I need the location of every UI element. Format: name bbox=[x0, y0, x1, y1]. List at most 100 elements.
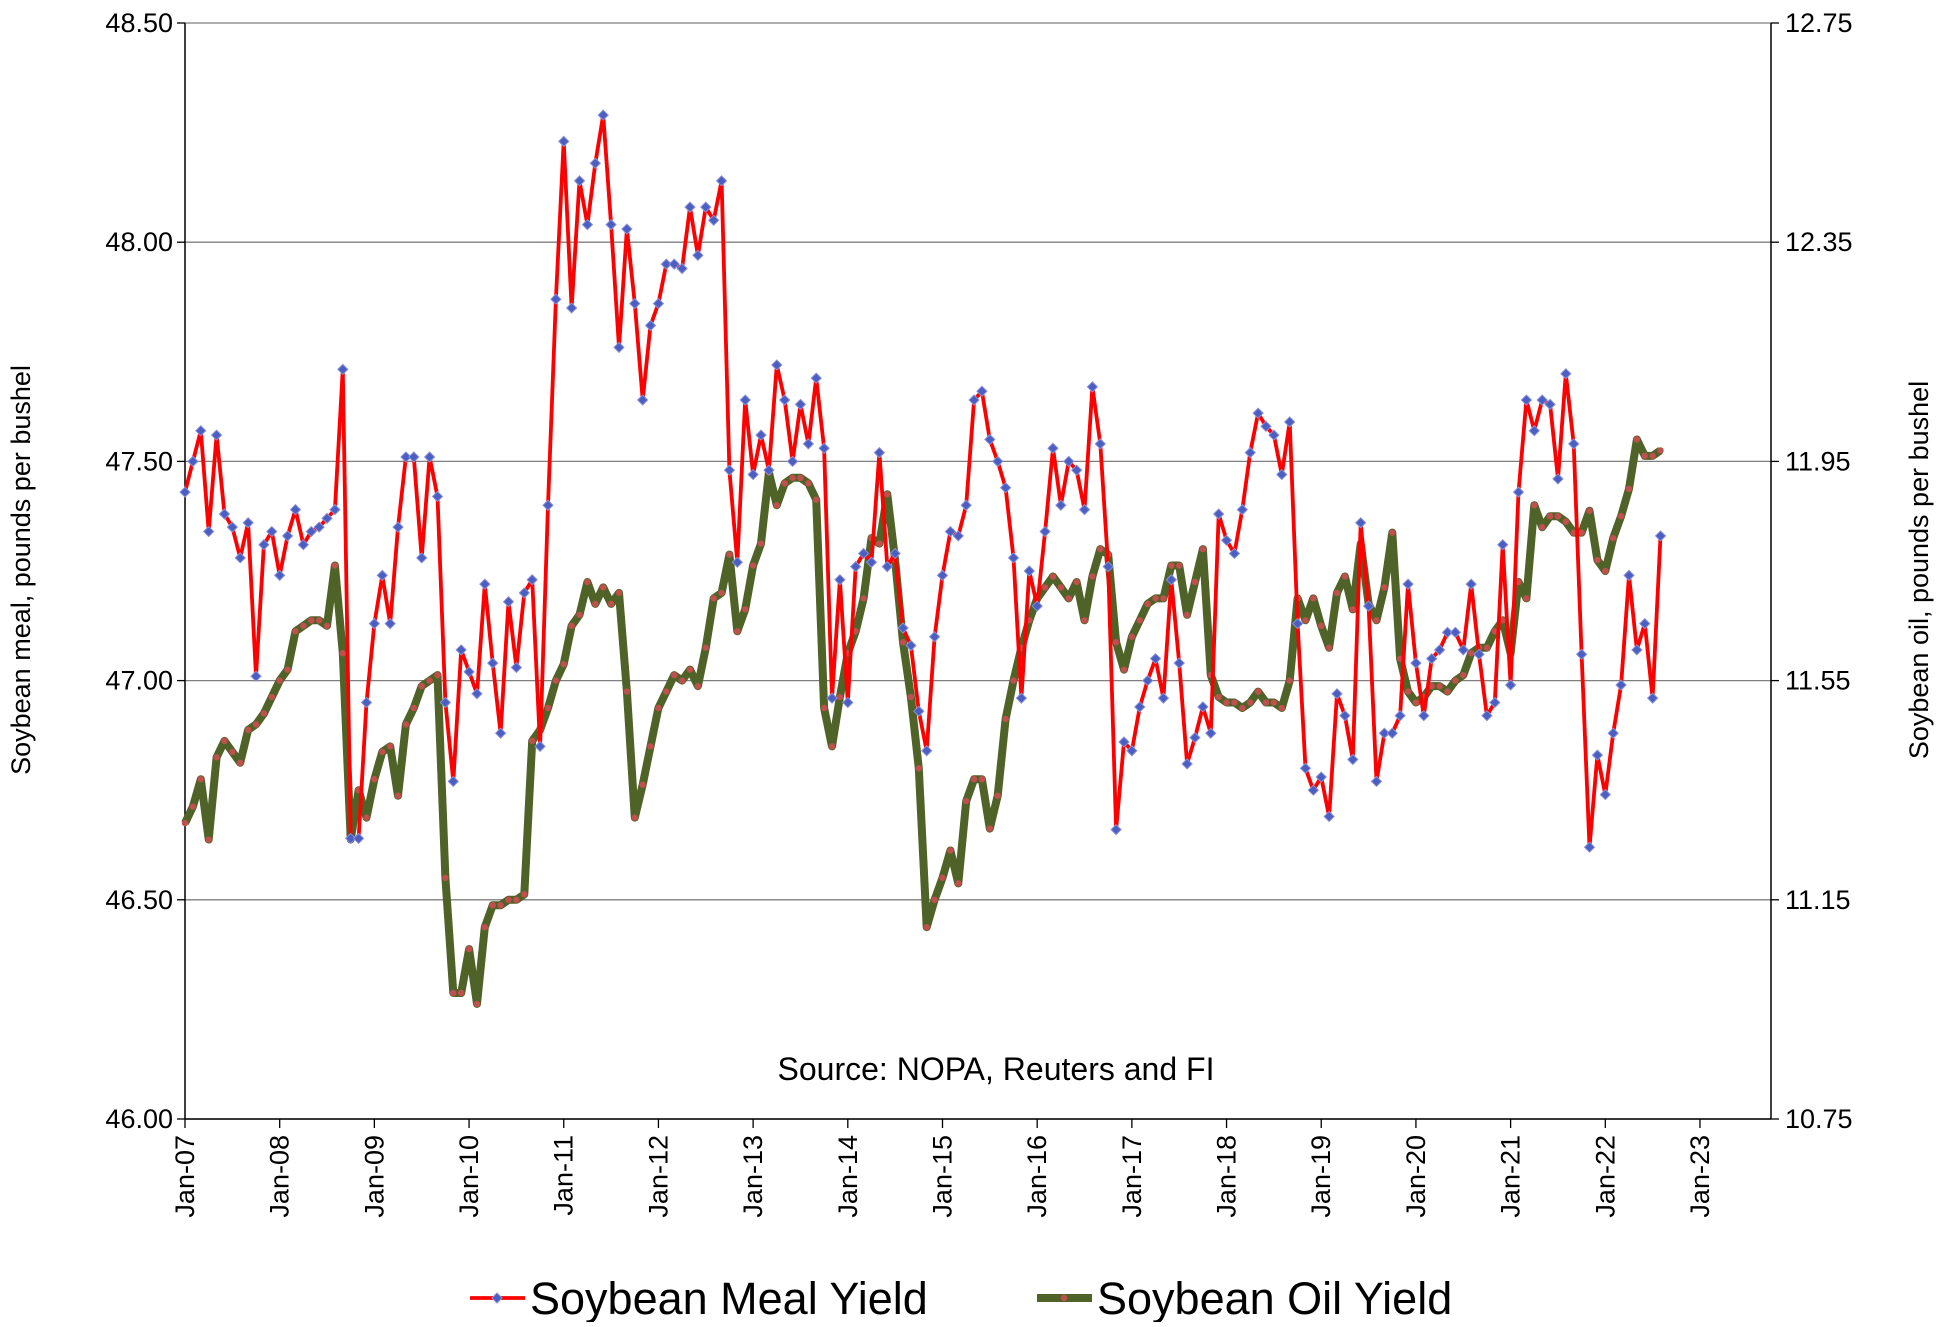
point bbox=[968, 394, 980, 406]
point bbox=[1302, 617, 1309, 624]
point bbox=[936, 569, 949, 582]
x-tick-label: Jan-09 bbox=[359, 1135, 389, 1218]
point bbox=[1373, 617, 1380, 624]
point bbox=[1078, 503, 1091, 516]
point bbox=[187, 455, 199, 468]
point bbox=[1381, 584, 1388, 591]
point bbox=[1176, 562, 1183, 569]
point bbox=[1339, 709, 1351, 722]
point bbox=[1152, 595, 1159, 602]
point bbox=[1378, 727, 1391, 739]
point bbox=[947, 847, 954, 854]
point bbox=[308, 617, 315, 624]
point bbox=[473, 1000, 481, 1008]
point bbox=[1128, 633, 1136, 640]
point bbox=[710, 595, 717, 602]
point bbox=[189, 803, 197, 810]
point bbox=[1189, 731, 1201, 744]
point bbox=[181, 819, 189, 827]
point bbox=[1323, 810, 1335, 823]
point bbox=[1270, 699, 1278, 706]
point bbox=[1473, 648, 1485, 661]
point bbox=[1070, 464, 1083, 476]
point bbox=[797, 474, 804, 482]
point bbox=[1341, 573, 1349, 580]
point bbox=[1049, 573, 1057, 580]
point bbox=[899, 639, 907, 646]
point bbox=[671, 671, 678, 679]
point bbox=[715, 175, 728, 187]
point bbox=[663, 688, 670, 695]
point bbox=[218, 508, 231, 520]
point bbox=[450, 989, 457, 997]
point bbox=[1157, 692, 1170, 704]
point bbox=[668, 258, 680, 270]
point bbox=[1141, 674, 1154, 687]
point bbox=[1646, 692, 1659, 704]
point bbox=[1607, 727, 1619, 739]
point bbox=[1168, 562, 1175, 569]
point bbox=[726, 551, 733, 558]
point bbox=[1568, 438, 1580, 450]
point bbox=[565, 302, 578, 314]
point bbox=[921, 745, 933, 757]
y2-tick-label: 11.95 bbox=[1785, 446, 1851, 476]
point bbox=[647, 743, 654, 750]
point bbox=[542, 499, 554, 511]
point bbox=[558, 135, 570, 148]
point bbox=[1231, 699, 1238, 706]
point bbox=[1412, 699, 1420, 706]
point bbox=[1120, 666, 1128, 673]
point bbox=[1444, 688, 1451, 695]
point bbox=[1262, 699, 1270, 706]
point bbox=[1641, 452, 1648, 460]
point bbox=[605, 218, 617, 231]
point bbox=[1236, 503, 1249, 516]
point bbox=[1031, 600, 1043, 612]
point bbox=[1057, 584, 1065, 591]
point bbox=[423, 451, 436, 463]
point bbox=[828, 743, 836, 750]
point bbox=[521, 891, 528, 898]
point bbox=[1165, 574, 1178, 586]
point bbox=[1212, 508, 1225, 520]
point bbox=[447, 775, 459, 788]
point bbox=[371, 776, 378, 783]
point bbox=[237, 759, 244, 766]
point bbox=[550, 293, 562, 305]
point bbox=[1594, 556, 1601, 564]
point bbox=[455, 644, 467, 656]
point bbox=[749, 562, 757, 569]
x-tick-label: Jan-20 bbox=[1401, 1135, 1431, 1218]
point bbox=[907, 693, 915, 701]
point bbox=[686, 666, 694, 673]
point bbox=[518, 587, 531, 599]
point bbox=[818, 442, 830, 454]
point bbox=[1268, 429, 1280, 441]
point bbox=[692, 249, 704, 262]
point bbox=[576, 611, 583, 619]
point bbox=[1452, 677, 1459, 684]
point bbox=[297, 538, 310, 551]
point bbox=[763, 464, 775, 476]
point bbox=[402, 721, 410, 728]
point bbox=[1325, 644, 1333, 651]
point bbox=[1389, 529, 1396, 536]
x-tick-label: Jan-10 bbox=[454, 1135, 484, 1218]
point bbox=[1457, 644, 1469, 656]
point bbox=[889, 547, 901, 560]
y-axis-title: Soybean meal, pounds per bushel bbox=[6, 365, 36, 775]
point bbox=[1089, 573, 1096, 580]
point bbox=[952, 530, 964, 542]
point bbox=[213, 754, 220, 761]
point bbox=[1333, 589, 1341, 597]
point bbox=[931, 896, 938, 903]
point bbox=[739, 394, 751, 406]
point bbox=[884, 491, 891, 498]
x-tick-label: Jan-22 bbox=[1590, 1135, 1620, 1218]
point bbox=[1299, 762, 1312, 774]
point bbox=[992, 455, 1004, 468]
point bbox=[281, 530, 294, 542]
x-tick-label: Jan-13 bbox=[738, 1135, 768, 1218]
point bbox=[1575, 648, 1588, 661]
